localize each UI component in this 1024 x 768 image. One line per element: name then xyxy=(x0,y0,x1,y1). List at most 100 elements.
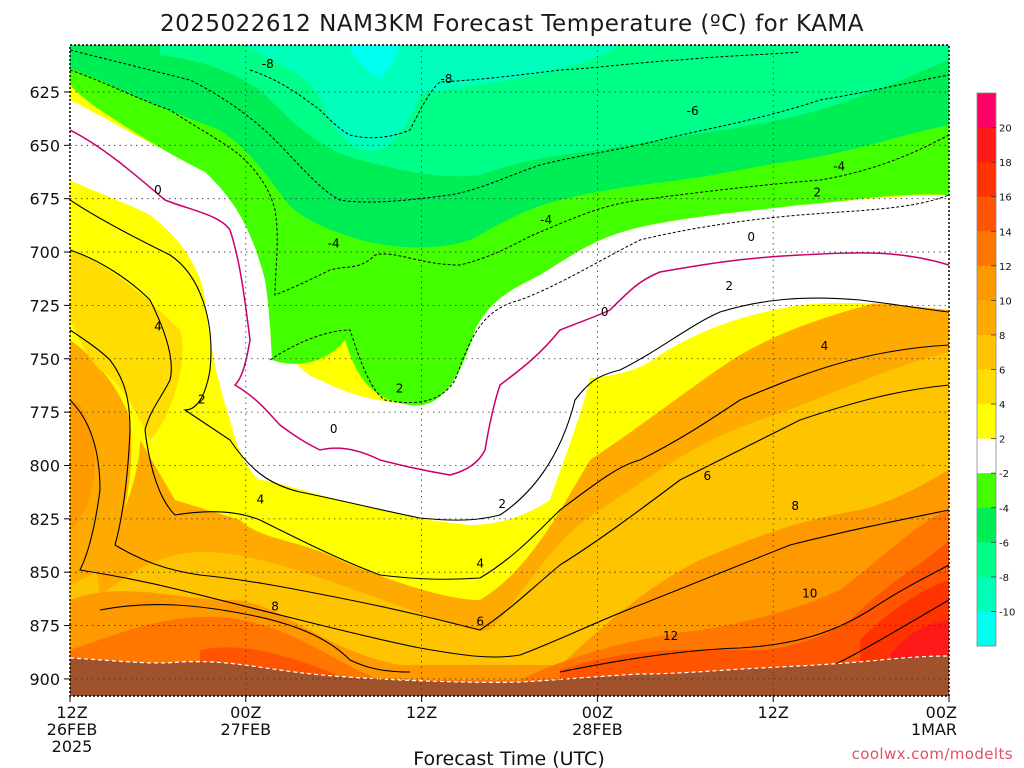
temperature-field xyxy=(70,45,949,696)
contour-label: 4 xyxy=(154,320,162,334)
y-tick-label: 675 xyxy=(29,190,60,209)
x-tick-label: 12Z xyxy=(56,703,87,722)
y-tick-label: 750 xyxy=(29,350,60,369)
x-tick-label: 26FEB xyxy=(47,720,98,739)
contour-label: 2 xyxy=(396,382,404,396)
gridlines xyxy=(70,45,949,696)
contour-label: -6 xyxy=(687,104,699,118)
plot-frame xyxy=(69,44,950,697)
colorbar-tick-label: 14 xyxy=(999,227,1012,238)
contour-label: 4 xyxy=(476,557,484,571)
contour-label: 2 xyxy=(725,279,733,293)
band-10-12 xyxy=(70,510,949,696)
contour-label: 8 xyxy=(271,599,279,613)
colorbar-tick-label: 8 xyxy=(999,331,1005,342)
contour-label: -4 xyxy=(328,237,340,251)
y-tick-label: 850 xyxy=(29,563,60,582)
x-tick-label: 12Z xyxy=(406,703,437,722)
x-tick-label: 00Z xyxy=(230,703,261,722)
colorbar-tick-label: -10 xyxy=(999,607,1015,618)
chart-title: 2025022612 NAM3KM Forecast Temperature (… xyxy=(160,11,864,37)
x-tick-label: 00Z xyxy=(582,703,613,722)
credit-text: coolwx.com/modelts xyxy=(852,745,1013,763)
colorbar-swatch xyxy=(977,162,996,198)
x-tick-label: 1MAR xyxy=(911,720,957,739)
band-below-neg10 xyxy=(350,45,400,78)
band-left-warmer xyxy=(70,400,95,530)
x-tick-label: 28FEB xyxy=(572,720,623,739)
x-tick-label: 27FEB xyxy=(220,720,271,739)
colorbar-tick-label: -2 xyxy=(999,469,1009,480)
colorbar-tick-label: 4 xyxy=(999,400,1005,411)
contour-label: 0 xyxy=(747,230,755,244)
contour-label: 0 xyxy=(601,305,609,319)
y-tick-label: 800 xyxy=(29,456,60,475)
colorbar-swatch xyxy=(977,542,996,578)
contour-label: 8 xyxy=(791,499,799,513)
pressure-axis: 625 650 675 700 725 750 775 800 825 850 875 900 xyxy=(29,83,70,689)
colorbar-tick-label: -4 xyxy=(999,504,1009,515)
contour-label: 4 xyxy=(257,493,265,507)
x-axis-title: Forecast Time (UTC) xyxy=(413,748,604,768)
band-0-2-white xyxy=(70,100,949,525)
contour-label: 12 xyxy=(663,629,678,643)
colorbar-tick-label: -6 xyxy=(999,538,1009,549)
colorbar-tick-label: 6 xyxy=(999,366,1005,377)
colorbar-swatch xyxy=(977,300,996,336)
contour-label: -8 xyxy=(441,72,453,86)
y-tick-label: 825 xyxy=(29,510,60,529)
zero-isotherm xyxy=(70,129,949,476)
y-tick-label: 725 xyxy=(29,296,60,315)
y-tick-label: 700 xyxy=(29,243,60,262)
band-left-4-6 xyxy=(70,250,183,440)
colorbar-tick-label: 12 xyxy=(999,262,1012,273)
terrain-fill xyxy=(70,656,949,696)
colorbar-tick-label: 18 xyxy=(999,158,1012,169)
x-tick-label: 2025 xyxy=(52,737,93,756)
band-neg8-neg10 xyxy=(250,45,620,151)
colorbar-tick-label: 2 xyxy=(999,435,1005,446)
contour-label: 2 xyxy=(198,392,206,406)
x-tick-label: 00Z xyxy=(926,703,957,722)
y-tick-label: 875 xyxy=(29,617,60,636)
colorbar-swatch xyxy=(977,611,996,647)
y-tick-label: 650 xyxy=(29,136,60,155)
contour-label: 2 xyxy=(498,497,506,511)
band-left-warm xyxy=(70,340,132,585)
terrain-edge xyxy=(69,655,950,683)
contour-label: 4 xyxy=(821,339,829,353)
colorbar-tick-label: 20 xyxy=(999,124,1012,135)
contour-label: 10 xyxy=(802,587,817,601)
y-tick-label: 900 xyxy=(29,670,60,689)
contour-label: 6 xyxy=(703,469,711,483)
colorbar-swatch xyxy=(977,369,996,405)
contour-label: 0 xyxy=(154,183,162,197)
colorbar-tick-label: 10 xyxy=(999,296,1012,307)
contour-labels: -8 -8 -6 -4 2 -4 -4 0 0 2 0 4 4 2 2 0 6 4 2 8 4 10 8 6 12 xyxy=(154,57,845,643)
contour-label: 2 xyxy=(813,185,821,199)
contour-label: -8 xyxy=(262,57,274,71)
color-scale: 20 18 16 14 12 10 8 6 4 2 -2 -4 -6 -8 -10 xyxy=(976,92,1015,647)
colorbar-swatch xyxy=(977,404,996,440)
colorbar-swatch xyxy=(977,473,996,509)
colorbar-swatch xyxy=(977,334,996,370)
colorbar-swatch xyxy=(977,438,996,474)
contour-label: 6 xyxy=(476,614,484,628)
contour-label: -4 xyxy=(540,213,552,227)
colorbar-swatch xyxy=(977,507,996,543)
y-tick-label: 775 xyxy=(29,403,60,422)
y-tick-label: 625 xyxy=(29,83,60,102)
contour-label: -4 xyxy=(833,160,845,174)
contour-label: 0 xyxy=(330,422,338,436)
colorbar-swatch xyxy=(977,196,996,232)
band-12-14 xyxy=(200,540,949,696)
colorbar-tick-label: 16 xyxy=(999,193,1012,204)
colorbar-swatch xyxy=(977,576,996,612)
colorbar-tick-label: -8 xyxy=(999,573,1009,584)
x-tick-label: 12Z xyxy=(758,703,789,722)
colorbar-swatch xyxy=(977,231,996,267)
colorbar-swatch xyxy=(977,93,996,129)
colorbar-swatch xyxy=(977,265,996,301)
